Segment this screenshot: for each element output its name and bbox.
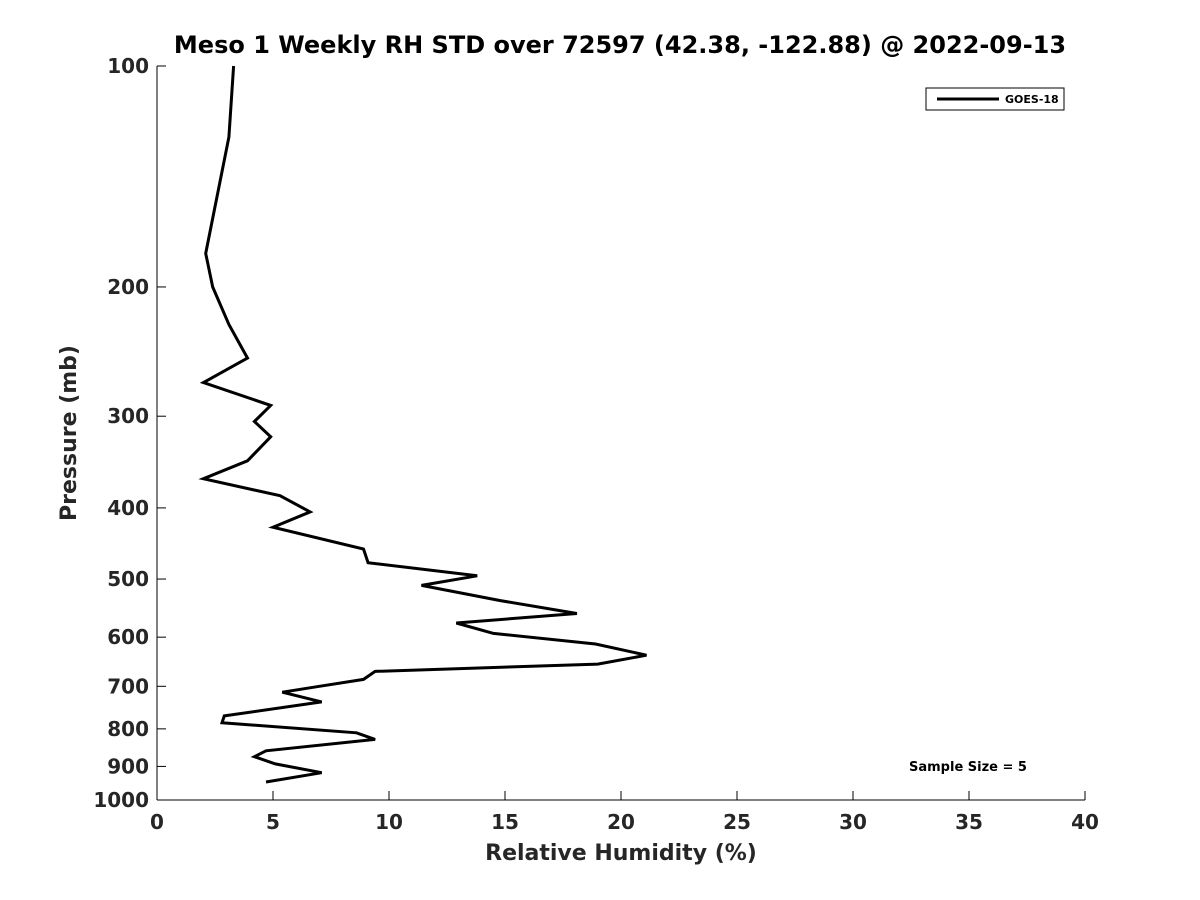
x-tick-label: 35 — [955, 810, 983, 834]
x-axis-ticks: 0 5 10 15 20 25 30 35 40 — [150, 791, 1099, 834]
y-tick-label: 400 — [107, 496, 149, 520]
legend-label-goes-18: GOES-18 — [1005, 93, 1059, 106]
y-tick-label: 600 — [107, 625, 149, 649]
series-layer — [198, 65, 647, 784]
y-tick-label: 500 — [107, 567, 149, 591]
x-axis-label: Relative Humidity (%) — [485, 841, 757, 866]
x-tick-label: 20 — [607, 810, 635, 834]
x-tick-label: 30 — [839, 810, 867, 834]
y-axis-label: Pressure (mb) — [57, 345, 82, 521]
x-tick-label: 40 — [1071, 810, 1099, 834]
y-tick-label: 200 — [107, 275, 149, 299]
chart-title: Meso 1 Weekly RH STD over 72597 (42.38, … — [174, 31, 1066, 59]
y-tick-label: 1000 — [93, 788, 149, 812]
x-tick-label: 5 — [266, 810, 280, 834]
y-tick-label: 900 — [107, 754, 149, 778]
series-line-goes-18 — [198, 65, 647, 784]
sample-size-annotation: Sample Size = 5 — [909, 760, 1027, 775]
y-tick-label: 100 — [107, 54, 149, 78]
y-tick-label: 800 — [107, 717, 149, 741]
y-axis-ticks: 100 200 300 400 500 600 700 800 900 1000 — [93, 54, 166, 812]
y-tick-label: 700 — [107, 674, 149, 698]
legend: GOES-18 — [925, 87, 1065, 111]
x-tick-label: 15 — [491, 810, 519, 834]
x-tick-label: 0 — [150, 810, 164, 834]
x-tick-label: 25 — [723, 810, 751, 834]
x-tick-label: 10 — [375, 810, 403, 834]
y-tick-label: 300 — [107, 404, 149, 428]
